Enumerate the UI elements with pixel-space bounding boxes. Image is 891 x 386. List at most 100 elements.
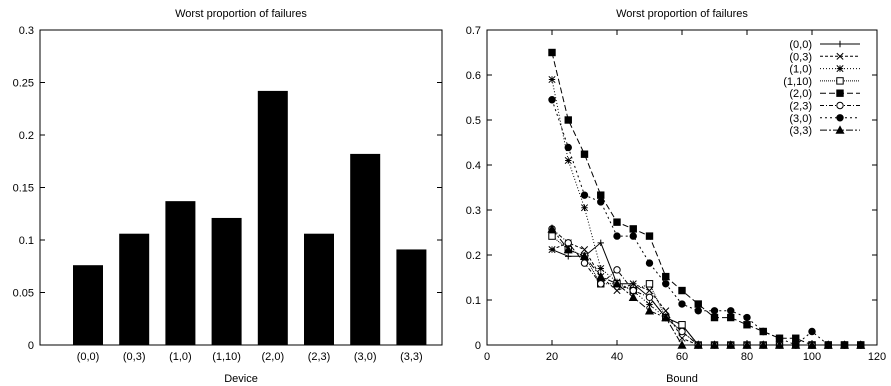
data-point xyxy=(774,340,785,349)
data-point xyxy=(758,340,768,349)
data-point xyxy=(645,259,654,267)
data-point xyxy=(629,225,637,233)
bar xyxy=(396,249,427,345)
data-point xyxy=(727,307,735,315)
data-point xyxy=(580,191,589,199)
data-point xyxy=(597,191,605,199)
data-point xyxy=(791,340,801,349)
data-point xyxy=(726,340,736,349)
x-tick-label: (1,10) xyxy=(212,351,241,363)
y-tick-label: 0.3 xyxy=(466,205,481,217)
y-tick-label: 0.15 xyxy=(13,183,34,195)
data-point xyxy=(628,292,638,301)
x-tick-label: 60 xyxy=(676,351,688,363)
data-point xyxy=(743,321,751,329)
legend-label: (2,3) xyxy=(789,101,812,113)
y-tick-label: 0.1 xyxy=(19,235,34,247)
data-point xyxy=(548,232,556,240)
series-line xyxy=(551,99,861,346)
x-axis-label: Bound xyxy=(666,373,698,385)
data-point xyxy=(548,48,556,57)
data-point xyxy=(564,143,572,152)
y-tick-label: 0.2 xyxy=(19,130,34,142)
data-point xyxy=(565,253,572,260)
x-tick-label: 40 xyxy=(611,351,623,363)
series-line xyxy=(551,79,861,346)
data-point xyxy=(580,259,589,267)
series-3 xyxy=(548,232,865,349)
data-point xyxy=(694,300,702,308)
data-point xyxy=(677,340,687,349)
legend-label: (1,10) xyxy=(783,76,812,88)
x-axis-label: Device xyxy=(224,373,258,385)
series-1 xyxy=(548,239,865,349)
legend-label: (3,3) xyxy=(789,125,812,137)
bar xyxy=(165,201,196,345)
data-point xyxy=(645,232,654,240)
x-tick-label: 120 xyxy=(868,351,886,363)
data-point xyxy=(823,340,833,349)
x-tick-label: (3,0) xyxy=(354,351,377,363)
data-point xyxy=(645,286,654,295)
series-4 xyxy=(548,48,865,349)
y-tick-label: 0.05 xyxy=(13,288,34,300)
data-point xyxy=(564,116,572,124)
legend-label: (1,0) xyxy=(789,64,812,76)
series-0 xyxy=(548,239,864,349)
x-tick-label: (0,3) xyxy=(123,351,146,363)
y-tick-label: 0.3 xyxy=(19,25,34,37)
series-5 xyxy=(548,225,865,349)
data-point xyxy=(597,198,605,206)
data-point xyxy=(662,280,670,288)
legend-marker xyxy=(836,40,844,48)
legend-label: (0,3) xyxy=(789,51,812,63)
x-tick-label: 100 xyxy=(803,351,821,363)
x-tick-label: (0,0) xyxy=(77,351,100,363)
data-point xyxy=(759,327,767,336)
data-point xyxy=(709,340,720,349)
y-tick-label: 0.1 xyxy=(466,295,481,307)
line-chart: Worst proportion of failures 0 0.1 0.2 0.3 0.… xyxy=(466,8,886,385)
bar-chart: Worst proportion of failures 0 0.05 0.1 0.15… xyxy=(13,8,443,385)
legend-marker xyxy=(835,125,845,134)
data-point xyxy=(597,280,605,288)
data-point xyxy=(742,340,752,349)
data-point xyxy=(612,279,622,288)
x-tick-label: (2,3) xyxy=(308,351,331,363)
data-point xyxy=(727,313,735,322)
legend-label: (2,0) xyxy=(789,88,812,100)
x-tick-label: 0 xyxy=(484,351,490,363)
data-point xyxy=(629,280,637,288)
series-2 xyxy=(548,75,865,349)
series-line xyxy=(551,235,861,346)
y-tick-label: 0.2 xyxy=(466,250,481,262)
data-point xyxy=(548,246,556,254)
data-point xyxy=(710,307,719,315)
legend-marker xyxy=(836,114,844,122)
data-point xyxy=(743,313,751,322)
data-point xyxy=(644,306,655,315)
data-point xyxy=(661,312,671,322)
legend-marker xyxy=(836,89,844,97)
data-point xyxy=(613,232,621,240)
data-point xyxy=(580,150,589,158)
data-point xyxy=(678,327,686,336)
legend-marker xyxy=(836,65,844,73)
x-tick-label: 80 xyxy=(741,351,753,363)
bar xyxy=(211,217,242,345)
y-tick-label: 0 xyxy=(475,340,481,352)
data-point xyxy=(548,96,556,104)
data-point xyxy=(678,300,686,308)
data-point xyxy=(645,293,654,301)
data-point xyxy=(613,266,621,274)
data-point xyxy=(563,244,573,254)
x-tick-label: (2,0) xyxy=(261,351,284,363)
series-6 xyxy=(548,96,865,349)
data-point xyxy=(547,224,557,233)
data-point xyxy=(564,156,572,165)
data-point xyxy=(597,264,605,273)
x-tick-label: (3,3) xyxy=(400,351,423,363)
x-tick-label: 20 xyxy=(546,351,558,363)
y-tick-label: 0.5 xyxy=(466,115,481,127)
x-tick-label: (1,0) xyxy=(169,351,192,363)
